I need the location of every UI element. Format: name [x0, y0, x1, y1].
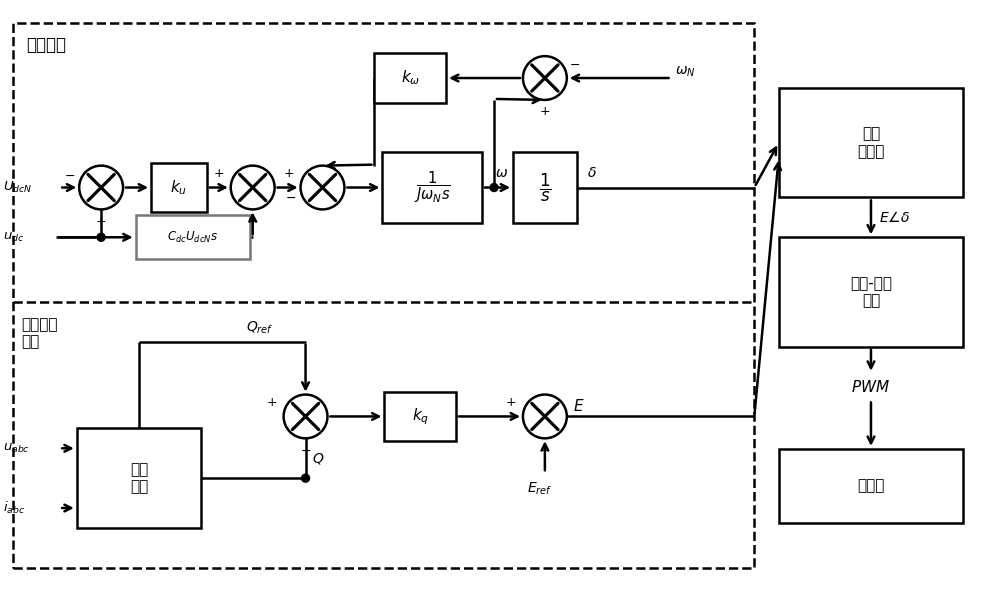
Circle shape	[284, 395, 327, 438]
Text: $E_{ref}$: $E_{ref}$	[527, 480, 553, 497]
Text: $E$: $E$	[573, 398, 584, 414]
Text: $Q$: $Q$	[312, 451, 324, 466]
Text: $k_q$: $k_q$	[412, 406, 429, 427]
FancyBboxPatch shape	[77, 429, 201, 528]
Circle shape	[79, 165, 123, 210]
Text: 变换器: 变换器	[857, 479, 885, 494]
Text: $\dfrac{1}{J\omega_N s}$: $\dfrac{1}{J\omega_N s}$	[414, 170, 451, 205]
Text: $PWM$: $PWM$	[851, 378, 890, 395]
FancyBboxPatch shape	[374, 53, 446, 103]
Circle shape	[523, 56, 567, 100]
Text: $\omega$: $\omega$	[495, 165, 508, 180]
Circle shape	[302, 474, 310, 482]
Text: $+$: $+$	[283, 167, 294, 180]
Text: $\dfrac{1}{s}$: $\dfrac{1}{s}$	[539, 171, 551, 204]
Text: $C_{dc}U_{dcN}s$: $C_{dc}U_{dcN}s$	[167, 230, 218, 245]
Text: $\omega_N$: $\omega_N$	[675, 65, 695, 79]
FancyBboxPatch shape	[382, 152, 482, 223]
Circle shape	[97, 233, 105, 241]
FancyBboxPatch shape	[151, 162, 207, 213]
Text: $+$: $+$	[247, 215, 258, 228]
Text: $E\angle\delta$: $E\angle\delta$	[879, 210, 910, 225]
Text: $i_{abc}$: $i_{abc}$	[3, 500, 26, 516]
Text: $k_u$: $k_u$	[170, 178, 187, 197]
Text: $U_{dcN}$: $U_{dcN}$	[3, 180, 33, 195]
Text: $+$: $+$	[539, 444, 551, 457]
Text: $+$: $+$	[266, 396, 277, 409]
Text: $Q_{ref}$: $Q_{ref}$	[246, 319, 273, 336]
Text: $-$: $-$	[285, 191, 296, 204]
Text: $+$: $+$	[213, 167, 224, 180]
FancyBboxPatch shape	[779, 237, 963, 347]
Text: $-$: $-$	[64, 169, 75, 182]
FancyBboxPatch shape	[513, 152, 577, 223]
Circle shape	[231, 165, 275, 210]
FancyBboxPatch shape	[779, 88, 963, 198]
Text: $\delta$: $\delta$	[587, 165, 597, 180]
Circle shape	[490, 183, 498, 192]
Text: $k_{\omega}$: $k_{\omega}$	[401, 69, 420, 87]
Text: 频率控制: 频率控制	[26, 36, 66, 54]
FancyBboxPatch shape	[136, 216, 250, 259]
Text: $+$: $+$	[539, 106, 551, 118]
Text: $u_{dc}$: $u_{dc}$	[3, 230, 25, 244]
FancyBboxPatch shape	[779, 449, 963, 524]
Text: 生成
正弦波: 生成 正弦波	[857, 127, 885, 159]
Text: 虚拟励磁
控制: 虚拟励磁 控制	[21, 317, 58, 349]
Circle shape	[523, 395, 567, 438]
Text: $+$: $+$	[95, 215, 107, 228]
Text: $-$: $-$	[300, 444, 311, 457]
Text: 功率
计算: 功率 计算	[130, 462, 148, 494]
Text: $+$: $+$	[505, 396, 517, 409]
Text: 电压-电流
双环: 电压-电流 双环	[850, 276, 892, 308]
FancyBboxPatch shape	[384, 392, 456, 441]
Text: $-$: $-$	[569, 57, 580, 70]
Circle shape	[301, 165, 344, 210]
Text: $u_{abc}$: $u_{abc}$	[3, 442, 30, 455]
